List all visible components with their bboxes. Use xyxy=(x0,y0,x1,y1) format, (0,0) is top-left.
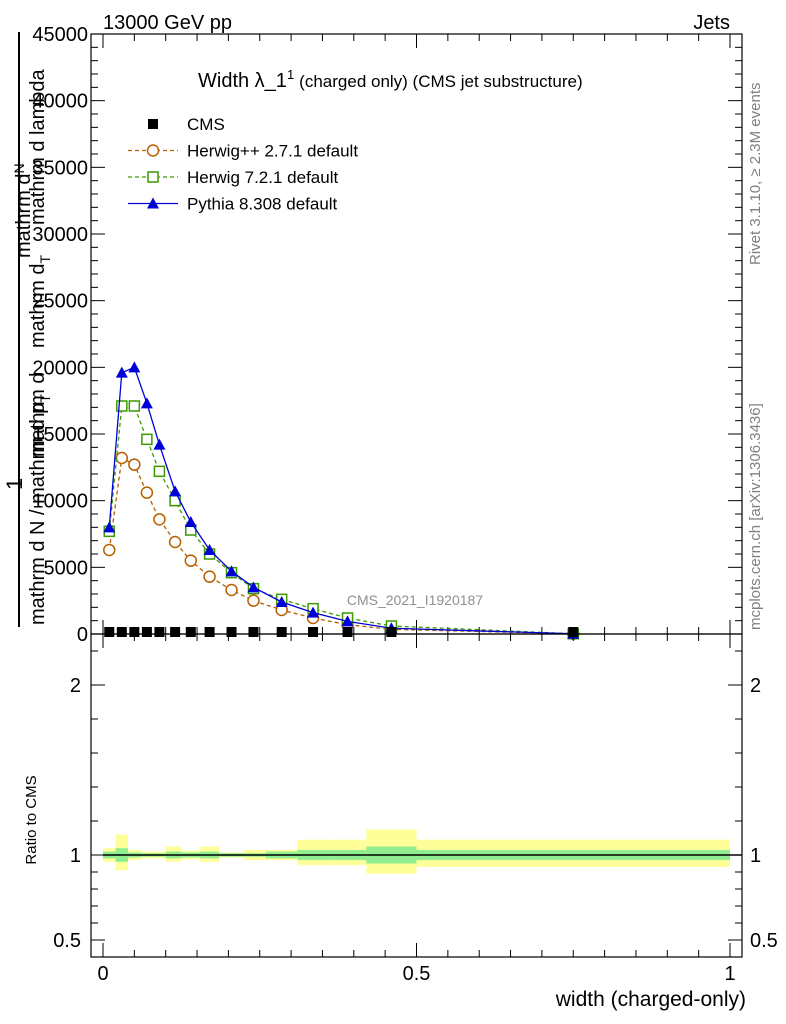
chart-title: Width λ_11 (charged only) (CMS jet substr… xyxy=(198,67,583,92)
chart-title-suffix: (charged only) (CMS jet substructure) xyxy=(299,72,582,91)
y-tick-label: 30000 xyxy=(32,224,88,246)
data-point-pythia-8-308-default xyxy=(140,397,153,409)
data-point-pythia-8-308-default xyxy=(169,485,182,497)
x-tick-label: 0 xyxy=(97,963,108,985)
analysis-watermark: CMS_2021_I1920187 xyxy=(347,592,483,608)
data-point-pythia-8-308-default xyxy=(341,615,354,627)
legend-marker xyxy=(148,119,158,129)
data-point-herwig-2-7-1-default xyxy=(225,583,238,597)
ratio-y-tick-label: 0.5 xyxy=(53,930,81,952)
data-point-herwig-2-7-1-default xyxy=(247,594,260,607)
data-point-herwig-2-7-1-default xyxy=(168,535,182,549)
data-point-cms xyxy=(308,627,319,637)
ratio-y-tick-label-right: 1 xyxy=(750,845,761,867)
data-point-cms xyxy=(386,627,397,637)
data-point-cms xyxy=(129,627,140,637)
series-line-herwig-7-2-1-default xyxy=(108,405,574,635)
data-point-herwig-2-7-1-default xyxy=(184,554,198,567)
data-point-pythia-8-308-default xyxy=(225,565,238,577)
y-tick-label: 10000 xyxy=(32,491,88,513)
data-point-cms xyxy=(204,627,215,637)
data-point-herwig-2-7-1-default xyxy=(128,458,141,471)
data-point-herwig-7-2-1-default xyxy=(153,465,166,478)
data-point-pythia-8-308-default xyxy=(307,606,320,618)
ratio-y-label: Ratio to CMS xyxy=(23,775,40,864)
mcplots-label: mcplots.cern.ch [arXiv:1306.3436] xyxy=(747,403,764,630)
y-tick-label: 45000 xyxy=(32,24,88,46)
data-point-herwig-2-7-1-default xyxy=(153,513,166,526)
chart-title-main: Width λ_1 xyxy=(198,70,287,92)
x-axis-label: width (charged-only) xyxy=(555,988,746,1011)
ratio-y-tick-label-right: 0.5 xyxy=(750,930,778,952)
data-point-herwig-2-7-1-default xyxy=(115,451,129,465)
x-tick-label: 1 xyxy=(724,963,735,985)
data-point-cms xyxy=(116,627,127,637)
data-point-herwig-7-2-1-default xyxy=(116,400,128,412)
legend-label: Herwig++ 2.7.1 default xyxy=(187,142,358,161)
main-x-ticks xyxy=(102,34,731,634)
series-layer xyxy=(103,361,580,640)
data-point-cms xyxy=(342,627,353,637)
y-tick-label: 5000 xyxy=(44,557,89,579)
x-tick-label: 0.5 xyxy=(403,963,431,985)
y-tick-label: 25000 xyxy=(32,291,88,313)
data-point-herwig-2-7-1-default xyxy=(140,486,154,499)
data-point-pythia-8-308-default xyxy=(128,361,141,373)
legend-label: Herwig 7.2.1 default xyxy=(187,168,338,187)
ratio-y-tick-label: 2 xyxy=(70,675,81,697)
data-point-herwig-2-7-1-default xyxy=(203,570,216,583)
data-point-pythia-8-308-default xyxy=(115,366,128,378)
y-tick-label: 0 xyxy=(77,624,88,646)
y-tick-label: 20000 xyxy=(32,357,88,379)
data-point-cms xyxy=(568,627,579,637)
data-point-pythia-8-308-default xyxy=(203,544,216,555)
process-label: Jets xyxy=(693,12,730,34)
data-point-cms xyxy=(104,627,115,637)
y-label-lambda: mathrm d lambda xyxy=(27,69,49,225)
ratio-y-tick-label: 1 xyxy=(70,845,81,867)
y-tick-label: 35000 xyxy=(32,157,88,179)
data-point-pythia-8-308-default xyxy=(103,521,116,533)
series-line-herwig-2-7-1-default xyxy=(108,456,574,635)
data-point-pythia-8-308-default xyxy=(153,438,166,450)
main-y-axis: 0 5000 10000 15000 20000 25000 30000 35000 40000… xyxy=(32,24,742,646)
data-point-pythia-8-308-default xyxy=(275,596,288,607)
energy-label: 13000 GeV pp xyxy=(103,12,232,34)
data-point-cms xyxy=(276,627,287,637)
data-point-herwig-2-7-1-default xyxy=(103,543,116,557)
ratio-y-axis: 0.5 0.5 1 1 2 2 xyxy=(53,650,778,952)
chart-title-sup: 1 xyxy=(287,67,294,82)
rivet-version-label: Rivet 3.1.10, ≥ 2.3M events xyxy=(747,83,764,266)
data-point-cms xyxy=(226,627,237,637)
ratio-y-tick-label-right: 2 xyxy=(750,675,761,697)
y-label-line-low: mathrm d xyxy=(27,373,49,457)
y-label-prefactor: 1 xyxy=(2,478,27,490)
y-label-denominator: mathrm d N / mathrm d pT xyxy=(27,394,53,625)
data-point-cms xyxy=(185,627,196,637)
data-point-cms xyxy=(141,627,152,637)
data-point-pythia-8-308-default xyxy=(247,581,260,593)
ratio-x-axis: 0 0.5 1 xyxy=(97,634,736,985)
y-label-line-mid: mathrm dT xyxy=(27,255,53,348)
data-point-herwig-7-2-1-default xyxy=(141,433,153,446)
ratio-bands xyxy=(103,829,730,874)
data-point-herwig-7-2-1-default xyxy=(128,400,141,412)
legend-label: CMS xyxy=(187,115,225,134)
legend: CMS Herwig++ 2.7.1 default Herwig 7.2.1 de… xyxy=(128,115,358,214)
y-tick-label: 40000 xyxy=(32,91,88,113)
main-y-label: 1 mathrm dN mathrm dT mathrm d lambda ma… xyxy=(2,32,53,627)
legend-marker xyxy=(147,197,159,209)
data-point-cms xyxy=(170,627,181,637)
data-point-cms xyxy=(154,627,165,637)
ratio-frame xyxy=(90,633,743,958)
data-point-pythia-8-308-default xyxy=(184,516,197,527)
data-point-cms xyxy=(248,627,259,637)
legend-marker xyxy=(146,144,160,157)
y-label-fraction-bar xyxy=(18,32,20,627)
legend-label: Pythia 8.308 default xyxy=(187,195,338,214)
y-tick-label: 15000 xyxy=(32,424,88,446)
legend-marker xyxy=(147,171,159,183)
